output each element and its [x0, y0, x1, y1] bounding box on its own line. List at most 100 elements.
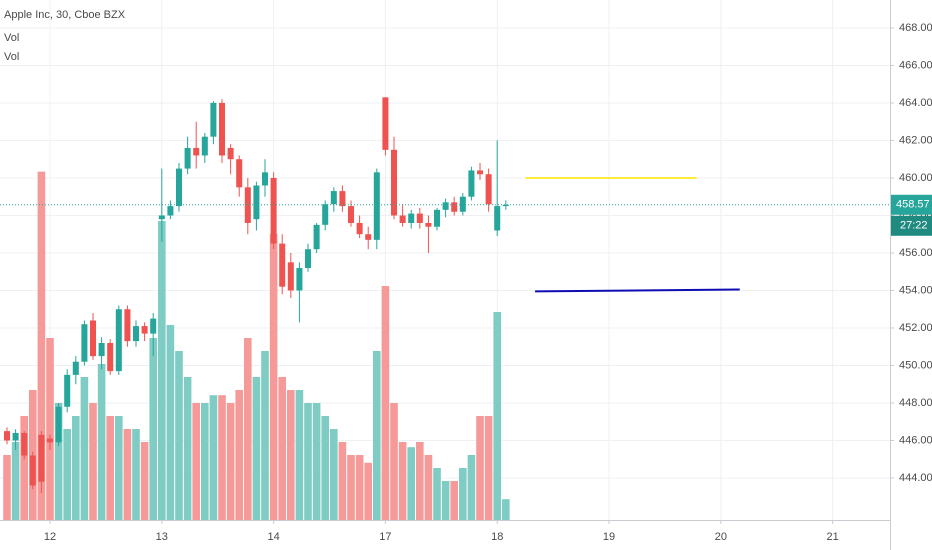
candle-body [227, 147, 234, 160]
candle-body [296, 267, 303, 291]
candle-body [502, 204, 509, 207]
candle-body [141, 326, 148, 334]
candle-body [262, 172, 269, 186]
candle-body [201, 136, 208, 156]
overlay-layer [0, 176, 890, 293]
volume-bar [269, 234, 278, 520]
candle-body [38, 434, 45, 482]
last-price-label: 458.57 [896, 199, 930, 211]
candle-body [348, 206, 355, 223]
volume-bar [347, 455, 355, 520]
candle-body [434, 209, 441, 227]
candle-body [236, 159, 243, 188]
x-tick-label: 18 [491, 531, 503, 543]
volume-bar [295, 390, 304, 520]
y-tick-label: 468.00 [899, 22, 932, 34]
candle-body [184, 147, 191, 169]
candle-body [459, 196, 466, 212]
volume-bar [192, 403, 201, 520]
candle-body [115, 309, 122, 372]
candle-body [416, 213, 423, 223]
volume-bar [54, 403, 63, 520]
volume-bar [183, 377, 192, 520]
y-tick-label: 466.00 [899, 59, 932, 71]
candle-body [408, 213, 415, 223]
volume-bar [433, 468, 441, 520]
volume-bar [330, 429, 338, 520]
candle-body [425, 222, 432, 227]
candle-body [270, 177, 277, 244]
volume-bar [381, 286, 390, 520]
candle-body [373, 172, 380, 240]
y-tick-label: 456.00 [899, 247, 932, 259]
candle-body [399, 215, 406, 223]
candle-body [451, 202, 458, 212]
candle-body [210, 102, 217, 137]
candle-body [287, 262, 294, 291]
candle-body [175, 168, 183, 207]
x-tick-label: 17 [379, 531, 391, 543]
indicator-label: Vol [4, 51, 19, 63]
volume-bar [338, 442, 347, 520]
volume-bar [450, 481, 459, 520]
y-tick-label: 450.00 [899, 359, 932, 371]
candle-layer [3, 97, 509, 493]
x-tick-label: 20 [715, 531, 727, 543]
volume-bar [467, 455, 476, 520]
volume-bar [115, 416, 123, 520]
volume-bar [106, 416, 115, 520]
candle-body [313, 224, 320, 250]
candle-body [477, 170, 484, 175]
candle-body [391, 149, 398, 216]
volume-bar [407, 447, 416, 520]
candle-body [322, 204, 329, 225]
volume-bar [3, 455, 11, 520]
candle-body [279, 243, 286, 287]
volume-bar [123, 429, 132, 520]
volume-bar [502, 499, 510, 520]
y-tick-label: 462.00 [899, 134, 932, 146]
candle-body [132, 326, 140, 342]
volume-bar [89, 403, 97, 520]
candle-body [124, 309, 131, 342]
candle-body [193, 147, 200, 156]
candle-body [158, 215, 165, 220]
y-tick-label: 446.00 [899, 434, 932, 446]
candle-body [468, 170, 475, 197]
y-tick-label: 464.00 [899, 97, 932, 109]
y-tick-label: 454.00 [899, 284, 932, 296]
volume-bar [441, 481, 450, 520]
candle-body [253, 185, 260, 220]
candle-body [365, 234, 372, 240]
volume-bar [312, 403, 321, 520]
volume-bar [493, 312, 502, 520]
candle-body [64, 374, 71, 407]
volume-bar [398, 442, 407, 520]
x-tick-label: 14 [267, 531, 279, 543]
volume-bar [209, 395, 218, 520]
candle-body [72, 361, 79, 375]
volume-layer [3, 171, 510, 520]
volume-bar [278, 377, 287, 520]
candle-body [29, 455, 36, 486]
candle-body [330, 191, 337, 205]
volume-bar [132, 429, 140, 520]
volume-bar [416, 442, 424, 520]
y-tick-label: 448.00 [899, 397, 932, 409]
volume-bar [140, 442, 149, 520]
volume-bar [97, 364, 106, 520]
y-tick-label: 444.00 [899, 472, 932, 484]
candle-body [244, 187, 251, 223]
volume-bar [226, 403, 235, 520]
y-tick-label: 460.00 [899, 172, 932, 184]
volume-bar [364, 462, 373, 520]
y-tick-label: 452.00 [899, 322, 932, 334]
volume-bar [321, 416, 330, 520]
volume-bar [149, 338, 158, 520]
x-tick-label: 19 [603, 531, 615, 543]
volume-bar [175, 351, 183, 520]
volume-bar [46, 338, 54, 520]
candle-body [21, 432, 28, 456]
volume-bar [80, 377, 89, 520]
